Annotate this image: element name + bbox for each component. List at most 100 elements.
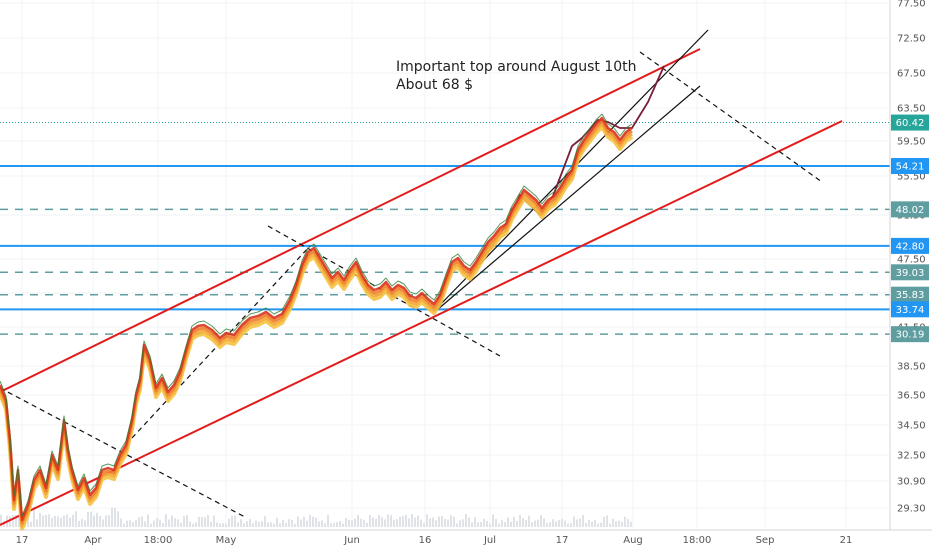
volume-bar	[324, 523, 326, 527]
volume-bar	[159, 519, 161, 527]
volume-bar	[213, 515, 215, 527]
volume-bar	[144, 521, 146, 527]
volume-bar	[156, 518, 158, 527]
volume-bar	[612, 518, 614, 527]
volume-bar	[216, 522, 218, 527]
volume-bar	[291, 519, 293, 527]
volume-bar	[600, 522, 602, 527]
volume-bar	[93, 515, 95, 527]
volume-bar	[183, 516, 185, 527]
volume-bar	[399, 516, 401, 527]
volume-bar	[372, 517, 374, 527]
volume-bar	[171, 515, 173, 527]
volume-bar	[276, 517, 278, 527]
upper-channel-line[interactable]	[0, 48, 701, 393]
volume-bar	[447, 519, 449, 527]
volume-bar	[321, 520, 323, 527]
volume-bar	[618, 520, 620, 527]
volume-bar	[273, 523, 275, 527]
volume-bar	[387, 514, 389, 527]
volume-bar	[201, 517, 203, 527]
ma-ribbon-line	[0, 116, 633, 522]
level-badge	[891, 286, 929, 303]
volume-bar	[567, 523, 569, 527]
volume-bar	[111, 507, 113, 527]
level-badge	[891, 326, 929, 343]
level-badge-label: 30.19	[896, 330, 925, 341]
volume-bar	[465, 514, 467, 527]
time-tick-label: Apr	[84, 535, 102, 546]
volume-bar	[57, 516, 59, 527]
volume-bar	[570, 523, 572, 527]
volume-bar	[204, 517, 206, 527]
volume-bar	[456, 523, 458, 527]
volume-bar	[531, 522, 533, 527]
volume-bar	[81, 518, 83, 527]
lower-channel-line[interactable]	[0, 120, 843, 526]
volume-bar	[405, 514, 407, 527]
volume-bar	[60, 517, 62, 527]
volume-bar	[474, 517, 476, 527]
volume-bar	[180, 522, 182, 527]
volume-bars	[0, 506, 632, 527]
volume-bar	[585, 522, 587, 527]
volume-bar	[129, 520, 131, 527]
volume-bar	[429, 518, 431, 527]
volume-bar	[534, 520, 536, 527]
last-price-badge	[891, 114, 929, 131]
volume-bar	[459, 520, 461, 527]
volume-bar	[501, 520, 503, 527]
volume-bar	[624, 516, 626, 527]
volume-bar	[444, 518, 446, 527]
volume-bar	[615, 521, 617, 527]
volume-bar	[375, 519, 377, 527]
volume-bar	[228, 518, 230, 527]
volume-bar	[195, 522, 197, 527]
volume-bar	[33, 506, 35, 527]
volume-bar	[495, 518, 497, 527]
volume-bar	[96, 512, 98, 527]
volume-bar	[186, 515, 188, 527]
volume-bar	[123, 523, 125, 527]
volume-bar	[516, 520, 518, 527]
volume-bar	[543, 518, 545, 527]
volume-bar	[135, 520, 137, 527]
level-badge-label: 35.83	[896, 290, 925, 301]
volume-bar	[378, 514, 380, 527]
level-badge-label: 42.80	[896, 241, 925, 252]
volume-bar	[438, 516, 440, 527]
last-price-label: 60.42	[896, 118, 925, 129]
volume-bar	[369, 515, 371, 527]
volume-bar	[561, 518, 563, 527]
volume-bar	[486, 520, 488, 527]
price-tick-label: 38.50	[897, 362, 926, 373]
volume-bar	[69, 517, 71, 527]
volume-bar	[105, 515, 107, 527]
price-tick-label: 55.50	[897, 172, 926, 183]
level-badge	[891, 301, 929, 318]
volume-bar	[366, 522, 368, 527]
volume-bar	[48, 514, 50, 527]
volume-bar	[78, 520, 80, 527]
volume-bar	[609, 523, 611, 527]
dashed-downtrend-3[interactable]	[639, 51, 823, 183]
volume-bar	[363, 519, 365, 527]
volume-bar	[18, 516, 20, 527]
level-badge-label: 48.02	[896, 205, 925, 216]
time-axis[interactable]: 17 Apr 18:00 May Jun 16 Jul 17 Aug 18:00 Sep 21	[0, 529, 932, 546]
volume-bar	[168, 519, 170, 527]
price-line	[0, 113, 633, 517]
volume-bar	[327, 515, 329, 527]
annotation-line-1: Important top around August 10th	[396, 59, 637, 75]
volume-bar	[342, 523, 344, 527]
volume-bar	[588, 519, 590, 527]
price-badges: 54.21 48.02 42.80 39.03 35.83 33.74 30.19 60.42	[891, 114, 929, 343]
volume-bar	[390, 515, 392, 527]
ma-ribbon-line	[0, 125, 634, 531]
price-tick-label: 29.30	[897, 504, 926, 515]
inner-channel-lower[interactable]	[436, 85, 701, 311]
volume-bar	[189, 521, 191, 527]
level-badge	[891, 237, 929, 254]
